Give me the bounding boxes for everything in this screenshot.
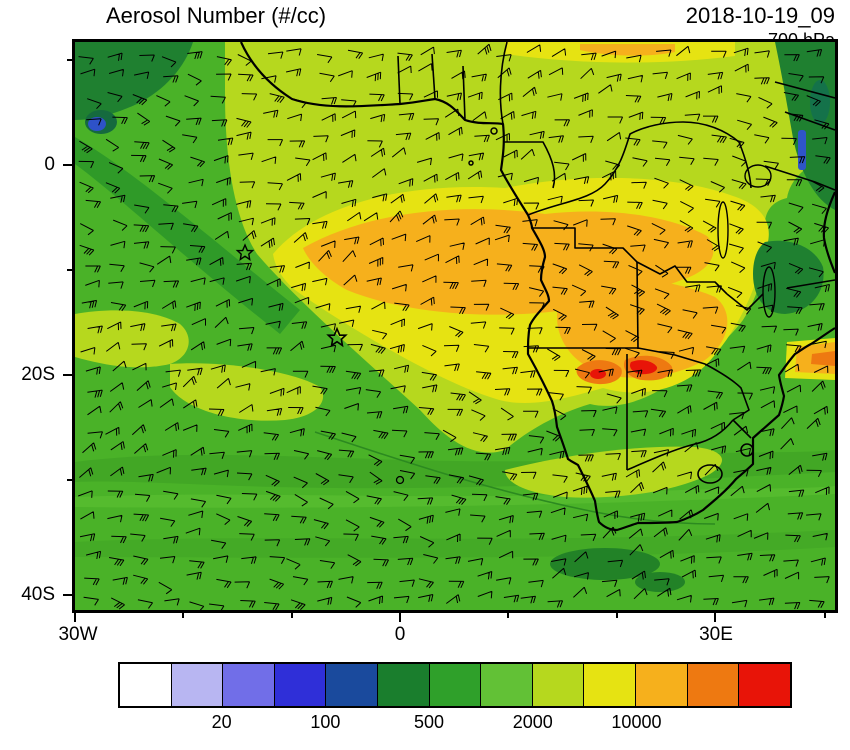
colorbar-cell bbox=[274, 664, 327, 706]
colorbar-cell bbox=[326, 664, 379, 706]
x-axis-tick bbox=[507, 610, 509, 618]
colorbar-labels: 20 100 500 2000 10000 bbox=[118, 712, 792, 736]
x-axis-label-0: 0 bbox=[394, 624, 406, 645]
y-axis-label-20s: 20S bbox=[21, 364, 55, 385]
colorbar-cell bbox=[687, 664, 740, 706]
country-borders bbox=[397, 42, 835, 484]
aerosol-map bbox=[75, 42, 835, 610]
colorbar-cell bbox=[532, 664, 585, 706]
star-marker-st-helena bbox=[326, 326, 348, 348]
wind-barbs-layer bbox=[78, 43, 831, 610]
datetime-label: 2018-10-19_09 bbox=[685, 3, 835, 28]
y-axis-tick bbox=[67, 269, 75, 271]
x-axis-tick bbox=[714, 610, 716, 622]
x-axis-tick bbox=[616, 610, 618, 618]
lakes bbox=[717, 164, 776, 318]
colorbar-cell bbox=[171, 664, 224, 706]
colorbar-label: 2000 bbox=[512, 712, 553, 732]
y-axis-tick bbox=[63, 374, 75, 376]
east-africa-coastline bbox=[822, 191, 835, 274]
star-marker-ascension bbox=[235, 243, 255, 261]
colorbar-cell bbox=[429, 664, 482, 706]
colorbar-cell bbox=[120, 664, 172, 706]
colorbar-label: 20 bbox=[211, 712, 232, 732]
colorbar-label: 100 bbox=[310, 712, 341, 732]
y-axis-tick bbox=[63, 594, 75, 596]
colorbar-cell bbox=[739, 664, 790, 706]
x-axis-tick bbox=[399, 610, 401, 622]
colorbar-cell bbox=[636, 664, 688, 706]
y-axis-label-40s: 40S bbox=[21, 584, 55, 605]
island-bioko bbox=[490, 127, 498, 135]
x-axis-tick bbox=[182, 610, 184, 618]
colorbar-cell bbox=[223, 664, 275, 706]
colorbar-cell bbox=[378, 664, 430, 706]
colorbar-label: 10000 bbox=[611, 712, 662, 732]
colorbar bbox=[118, 662, 792, 708]
x-axis-label-30w: 30W bbox=[58, 624, 98, 645]
y-axis-tick bbox=[63, 164, 75, 166]
colorbar-cell bbox=[584, 664, 637, 706]
page-title: Aerosol Number (#/cc) bbox=[106, 3, 327, 28]
x-axis-tick bbox=[291, 610, 293, 618]
island-sao-tome bbox=[468, 160, 474, 166]
aerosol-field bbox=[75, 42, 835, 610]
colorbar-cell bbox=[481, 664, 533, 706]
x-axis-tick bbox=[824, 610, 826, 618]
x-axis-label-30e: 30E bbox=[699, 624, 733, 645]
y-axis-tick bbox=[67, 479, 75, 481]
y-axis-tick bbox=[67, 59, 75, 61]
circle-marker bbox=[395, 475, 405, 485]
y-axis-label-0: 0 bbox=[44, 154, 55, 175]
x-axis-tick bbox=[74, 610, 76, 622]
map-frame bbox=[72, 39, 838, 613]
colorbar-label: 500 bbox=[414, 712, 445, 732]
